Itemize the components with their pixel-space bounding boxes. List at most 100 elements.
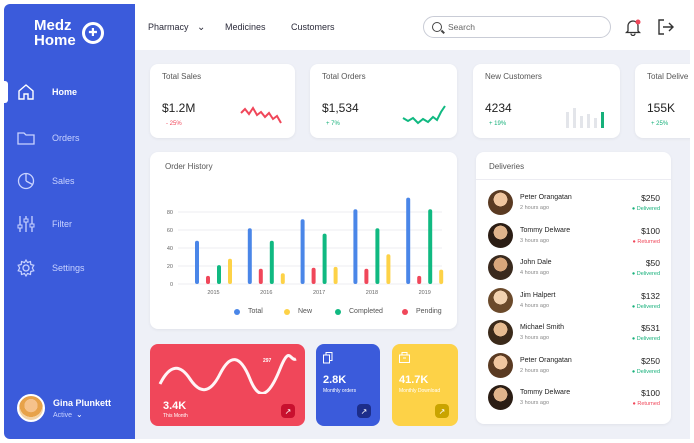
promo-card-monthly-orders[interactable]: 2.8K Monthly orders ↗ <box>316 344 380 426</box>
arrow-up-right-icon[interactable]: ↗ <box>435 404 449 418</box>
stat-title: Total Delive <box>647 72 689 81</box>
bar-pending-2018[interactable] <box>364 268 369 284</box>
legend-dot <box>335 308 341 315</box>
bar-total-2017[interactable] <box>300 219 305 284</box>
delivery-row[interactable]: Jim Halpert 4 hours ago $132 ● Delivered <box>488 286 660 316</box>
delivery-customer-name: Tommy Delware <box>520 226 571 234</box>
arrow-up-right-icon[interactable]: ↗ <box>357 404 371 418</box>
stat-card-total-sales[interactable]: Total Sales $1.2M - 25% <box>150 64 295 138</box>
bar-total-2019[interactable] <box>406 197 411 284</box>
delivery-time: 4 hours ago <box>520 270 550 276</box>
stat-title: New Customers <box>485 72 542 81</box>
stat-value: $1.2M <box>162 101 196 115</box>
sparkline-down <box>240 106 282 124</box>
bar-completed-2015[interactable] <box>217 265 221 284</box>
sidebar-item-label: Home <box>52 87 78 97</box>
mini-bar-chart <box>566 108 604 128</box>
nav-medicines[interactable]: Medicines <box>225 22 266 32</box>
delivery-status: ● Delivered <box>631 368 660 375</box>
x-tick-label: 2017 <box>313 290 325 296</box>
delivery-time: 2 hours ago <box>520 205 550 211</box>
delivery-status: ● Returned <box>632 238 661 245</box>
sidebar-item-filter[interactable]: Filter <box>4 211 135 237</box>
delivery-row[interactable]: Peter Orangatan 2 hours ago $250 ● Delivere… <box>488 351 660 381</box>
chevron-down-icon: ⌄ <box>75 410 83 419</box>
user-profile[interactable]: Gina Plunkett Active ⌄ <box>17 394 111 422</box>
promo-card-monthly-download[interactable]: 41.7K Monthly Download ↗ <box>392 344 458 426</box>
sliders-icon <box>17 216 35 232</box>
home-icon <box>18 84 34 100</box>
sidebar-item-sales[interactable]: Sales <box>4 168 135 194</box>
panel-title: Order History <box>165 162 213 171</box>
legend-dot <box>284 308 290 315</box>
delivery-time: 4 hours ago <box>520 302 550 309</box>
avatar <box>488 287 513 313</box>
sidebar-item-label: Settings <box>52 263 85 273</box>
bar-total-2016[interactable] <box>247 228 252 284</box>
sidebar-item-home[interactable]: Home <box>4 79 135 105</box>
top-bar: Pharmacy ⌄ Medicines Customers Search <box>135 4 690 50</box>
avatar <box>17 394 45 422</box>
delivery-row[interactable]: Tommy Delware 3 hours ago $100 ● Returned <box>488 383 660 413</box>
arrow-up-right-icon[interactable]: ↗ <box>281 404 295 418</box>
promo-card-this-month[interactable]: 297 3.4K This Month ↗ <box>150 344 305 426</box>
search-input[interactable]: Search <box>423 16 611 38</box>
sidebar: Medz Home ✚ Home Orders Sales Filter Set… <box>4 4 135 439</box>
delivery-status: ● Delivered <box>631 271 660 277</box>
bar-new-2015[interactable] <box>228 258 232 284</box>
gear-icon <box>17 258 35 278</box>
bar-new-2018[interactable] <box>386 254 391 284</box>
legend-completed: Completed <box>335 308 383 315</box>
delivery-row[interactable]: John Dale 4 hours ago $50 ● Delivered <box>488 253 660 283</box>
brand-logo[interactable]: Medz Home ✚ <box>34 18 104 49</box>
sidebar-item-orders[interactable]: Orders <box>4 125 135 151</box>
x-tick-label: 2018 <box>366 290 378 296</box>
delivery-customer-name: Tommy Delware <box>520 389 571 396</box>
bar-completed-2017[interactable] <box>322 233 327 284</box>
sidebar-item-settings[interactable]: Settings <box>4 255 135 281</box>
stat-value: 155K <box>647 101 676 115</box>
nav-pharmacy[interactable]: Pharmacy ⌄ <box>148 22 206 33</box>
delivery-row[interactable]: Michael Smith 3 hours ago $531 ● Delivered <box>488 318 660 348</box>
stat-value: 4234 <box>485 101 512 115</box>
avatar <box>488 385 513 410</box>
delivery-row[interactable]: Peter Orangatan 2 hours ago $250 ● Delivere… <box>488 188 660 218</box>
y-tick-label: 60 <box>167 228 173 234</box>
delivery-customer-name: Michael Smith <box>520 324 564 331</box>
bar-new-2016[interactable] <box>280 273 285 284</box>
brand-line2: Home <box>34 32 76 49</box>
bar-new-2019[interactable] <box>439 269 444 284</box>
bar-total-2015[interactable] <box>195 240 199 284</box>
stat-card-total-deliveries[interactable]: Total Delive 155K + 25% <box>635 64 690 138</box>
promo-label: Monthly Download <box>399 388 441 394</box>
bar-pending-2017[interactable] <box>311 267 316 284</box>
bar-total-2018[interactable] <box>353 209 358 284</box>
bar-completed-2018[interactable] <box>375 228 380 284</box>
delivery-amount: $250 <box>641 355 660 366</box>
stat-card-total-orders[interactable]: Total Orders $1,534 + 7% <box>310 64 457 138</box>
copy-icon <box>323 352 333 364</box>
bar-pending-2016[interactable] <box>258 268 263 284</box>
nav-customers[interactable]: Customers <box>291 22 335 32</box>
delivery-row[interactable]: Tommy Delware 3 hours ago $100 ● Returned <box>488 221 660 251</box>
delivery-status: ● Delivered <box>631 303 660 310</box>
deliveries-panel: Deliveries Peter Orangatan 2 hours ago $25… <box>476 152 671 424</box>
bar-new-2017[interactable] <box>333 266 338 284</box>
delivery-amount: $50 <box>645 258 660 268</box>
bar-completed-2016[interactable] <box>269 240 274 284</box>
x-tick-label: 2019 <box>419 290 431 296</box>
delivery-status: ● Delivered <box>631 206 660 212</box>
avatar <box>488 352 513 378</box>
bar-completed-2019[interactable] <box>428 209 433 284</box>
stat-title: Total Sales <box>162 72 202 81</box>
search-icon <box>432 22 442 32</box>
delivery-amount: $100 <box>641 388 660 398</box>
avatar <box>488 320 513 345</box>
logout-icon[interactable] <box>657 18 675 36</box>
bell-icon[interactable] <box>625 18 641 36</box>
promo-value: 41.7K <box>399 374 429 386</box>
x-tick-label: 2016 <box>260 290 272 296</box>
bar-pending-2015[interactable] <box>206 275 210 284</box>
stat-card-new-customers[interactable]: New Customers 4234 + 19% <box>473 64 620 138</box>
bar-pending-2019[interactable] <box>417 275 422 284</box>
